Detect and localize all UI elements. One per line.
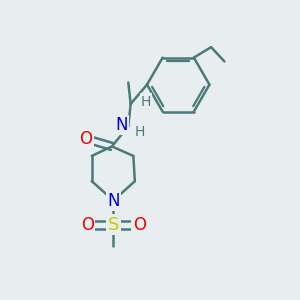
Text: O: O xyxy=(80,130,93,148)
Text: N: N xyxy=(116,116,128,134)
Text: S: S xyxy=(108,216,119,234)
Text: H: H xyxy=(141,94,151,109)
Text: H: H xyxy=(134,124,145,139)
Text: N: N xyxy=(107,191,120,209)
Text: O: O xyxy=(133,216,146,234)
Text: O: O xyxy=(81,216,94,234)
